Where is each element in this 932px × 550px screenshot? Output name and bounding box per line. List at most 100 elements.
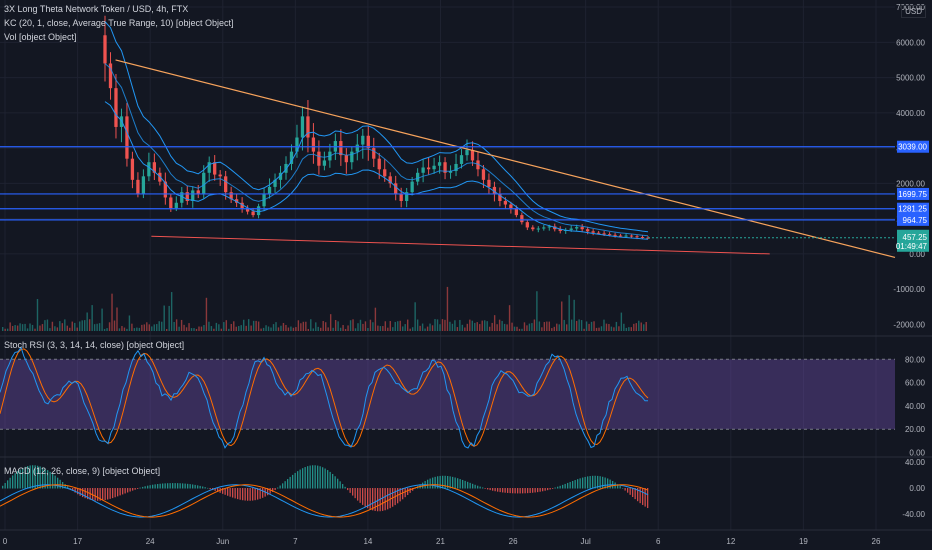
macd-histogram-bar bbox=[189, 484, 191, 489]
macd-histogram-bar bbox=[184, 483, 186, 489]
level-tag-label: 1699.75 bbox=[898, 190, 927, 199]
macd-histogram-bar bbox=[624, 488, 626, 491]
macd-histogram-bar bbox=[584, 476, 586, 489]
macd-histogram-bar bbox=[587, 476, 589, 489]
candle-body bbox=[586, 229, 590, 232]
macd-histogram-bar bbox=[37, 465, 39, 489]
macd-pane[interactable] bbox=[0, 456, 932, 518]
stoch-rsi-pane[interactable] bbox=[0, 335, 932, 449]
volume-bar bbox=[83, 320, 86, 331]
macd-legend[interactable]: MACD (12, 26, close, 9) [object Object] bbox=[4, 466, 161, 476]
candle-body bbox=[152, 162, 157, 173]
volume-bar bbox=[593, 321, 595, 331]
volume-bar bbox=[123, 327, 126, 331]
macd-histogram-bar bbox=[589, 476, 591, 489]
macd-histogram-bar bbox=[132, 488, 134, 491]
volume-bar bbox=[170, 292, 173, 331]
macd-histogram-bar bbox=[67, 486, 69, 489]
volume-bar bbox=[595, 327, 598, 331]
volume-bar bbox=[491, 322, 493, 331]
volume-bar bbox=[531, 323, 533, 331]
time-tick-label: Jul bbox=[581, 537, 591, 546]
volume-bar bbox=[511, 322, 513, 331]
price-tick-label: 0.00 bbox=[909, 250, 925, 259]
macd-histogram-bar bbox=[314, 465, 316, 489]
volume-bar bbox=[54, 326, 56, 331]
macd-histogram-bar bbox=[532, 488, 534, 493]
volume-legend[interactable]: Vol [object Object] bbox=[4, 32, 77, 42]
macd-histogram-bar bbox=[407, 488, 409, 496]
volume-bar bbox=[575, 320, 578, 331]
volume-bar bbox=[11, 325, 14, 331]
volume-bar bbox=[36, 299, 39, 331]
volume-bar bbox=[138, 327, 141, 331]
candle-body bbox=[415, 172, 420, 182]
volume-bar bbox=[250, 325, 252, 331]
macd-histogram-bar bbox=[342, 484, 344, 489]
macd-histogram-bar bbox=[452, 476, 454, 489]
volume-bar bbox=[41, 324, 44, 331]
macd-tick-label: -40.00 bbox=[902, 510, 925, 519]
volume-bar bbox=[175, 319, 178, 331]
macd-histogram-bar bbox=[249, 488, 251, 501]
currency-label: USD bbox=[901, 5, 926, 18]
keltner-lower bbox=[104, 101, 649, 240]
candle-body bbox=[520, 215, 524, 223]
macd-histogram-bar bbox=[439, 475, 441, 489]
chart-title[interactable]: 3X Long Theta Network Token / USD, 4h, F… bbox=[4, 4, 189, 14]
macd-histogram-bar bbox=[507, 488, 509, 493]
candle-body bbox=[580, 227, 584, 230]
macd-histogram-bar bbox=[269, 488, 271, 494]
macd-histogram-bar bbox=[582, 477, 584, 489]
volume-pane bbox=[2, 286, 647, 331]
macd-histogram-bar bbox=[149, 485, 151, 489]
price-pane[interactable] bbox=[0, 15, 896, 259]
keltner-legend[interactable]: KC (20, 1, close, Average True Range, 10… bbox=[4, 18, 234, 28]
macd-histogram-bar bbox=[364, 488, 366, 507]
macd-histogram-bar bbox=[97, 488, 99, 501]
volume-bar bbox=[638, 320, 640, 331]
volume-bar bbox=[267, 326, 270, 331]
volume-bar bbox=[287, 327, 290, 331]
volume-bar bbox=[513, 326, 516, 331]
stoch-rsi-legend[interactable]: Stoch RSI (3, 3, 14, 14, close) [object … bbox=[4, 340, 185, 350]
macd-histogram-bar bbox=[137, 488, 139, 489]
volume-bar bbox=[205, 297, 208, 331]
macd-histogram-bar bbox=[284, 481, 286, 489]
volume-bar bbox=[203, 325, 205, 331]
macd-histogram-bar bbox=[117, 488, 119, 497]
macd-histogram-bar bbox=[634, 488, 636, 500]
volume-bar bbox=[429, 323, 431, 331]
macd-histogram-bar bbox=[569, 481, 571, 489]
price-tick-label: 5000.00 bbox=[896, 74, 925, 83]
candle-body bbox=[251, 211, 255, 216]
macd-histogram-bar bbox=[494, 488, 496, 492]
macd-histogram-bar bbox=[227, 488, 229, 496]
macd-histogram-bar bbox=[444, 475, 446, 489]
price-axis[interactable]: 0.001000.002000.003000.004000.005000.006… bbox=[893, 3, 929, 519]
candle-body bbox=[426, 167, 431, 170]
volume-bar bbox=[146, 322, 148, 331]
volume-bar bbox=[518, 328, 521, 331]
volume-bar bbox=[9, 322, 11, 331]
macd-histogram-bar bbox=[272, 488, 274, 492]
candle-body bbox=[575, 227, 579, 229]
volume-bar bbox=[163, 305, 165, 331]
macd-histogram-bar bbox=[57, 477, 59, 489]
macd-histogram-bar bbox=[412, 488, 414, 491]
time-axis[interactable]: 0 17 24 Jun 7 14 21 26 Jul 6 12 19 26 bbox=[0, 529, 932, 546]
macd-histogram-bar bbox=[207, 487, 209, 489]
macd-histogram-bar bbox=[489, 488, 491, 491]
macd-histogram-bar bbox=[307, 466, 309, 489]
macd-histogram-bar bbox=[644, 488, 646, 507]
volume-bar bbox=[101, 308, 103, 331]
volume-bar bbox=[103, 328, 106, 331]
volume-bar bbox=[312, 328, 314, 331]
volume-bar bbox=[113, 320, 116, 331]
candle-body bbox=[125, 116, 129, 159]
volume-bar bbox=[402, 326, 404, 331]
macd-histogram-bar bbox=[572, 480, 574, 489]
level-tag-bg bbox=[897, 187, 929, 200]
